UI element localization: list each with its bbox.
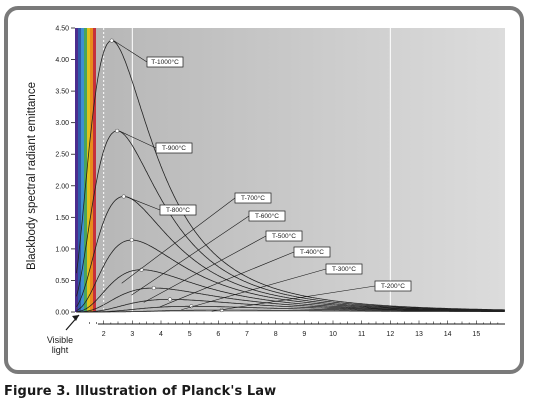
spectrum-band-3 [84, 28, 87, 312]
peak-marker-1 [115, 128, 120, 133]
curve-series-3 [76, 239, 505, 311]
curve-series-8 [76, 309, 505, 313]
reference-lines [103, 28, 391, 312]
curve-series-7 [76, 305, 505, 313]
spectrum-band-0 [75, 28, 78, 312]
leader-line-5 [143, 235, 267, 303]
x-tick-label-8: 10 [329, 331, 337, 338]
y-tick-label-2: 1.00 [55, 246, 69, 253]
peak-marker-6 [167, 297, 172, 302]
series-label-6: T-400°C [300, 248, 324, 256]
series-label-0: T-1000°C [151, 58, 179, 66]
series-label-box-5 [265, 230, 303, 242]
spectrum-band-4 [87, 28, 90, 312]
y-tick-label-9: 4.50 [55, 26, 69, 33]
series-label-2: T-800°C [166, 206, 190, 214]
series-label-box-2 [159, 204, 197, 216]
leader-line-4 [131, 215, 250, 296]
y-tick-label-8: 4.00 [55, 57, 69, 64]
y-tick-label-4: 2.00 [55, 183, 69, 190]
peak-marker-5 [151, 285, 156, 291]
leader-line-3 [121, 197, 236, 284]
x-tick-label-2: 4 [159, 331, 163, 338]
visible-spectrum-band [75, 28, 96, 312]
x-tick-label-3: 5 [188, 331, 192, 338]
leader-line-7 [181, 268, 327, 311]
x-axis: 2 3 4 5 6 7 8 9 10 11 12 13 14 15 [89, 320, 505, 338]
series-label-box-0 [146, 56, 184, 68]
x-tick-label-7: 9 [302, 331, 306, 338]
series-label-box-8 [374, 280, 412, 292]
series-label-7: T-300°C [332, 265, 356, 273]
y-tick-label-6: 3.00 [55, 120, 69, 127]
leader-line-1 [119, 130, 157, 149]
x-tick-label-1: 3 [130, 331, 134, 338]
y-tick-label-3: 1.50 [55, 215, 69, 222]
y-axis-label: Blackbody spectral radiant emittance [26, 82, 38, 270]
y-axis-ticks: 0.00 0.50 1.00 1.50 2.00 2.50 3.00 3.50 4.00 4.50 [55, 26, 75, 317]
figure-caption: Figure 3. Illustration of Planck's Law [4, 384, 277, 399]
x-tick-label-4: 6 [216, 331, 220, 338]
peak-marker-0 [109, 38, 114, 43]
spectrum-band-6 [93, 28, 96, 312]
visible-light-annotation: Visible light [47, 314, 80, 355]
x-tick-label-9: 11 [358, 331, 365, 338]
series-label-box-4 [248, 210, 286, 222]
series-label-8: T-200°C [381, 282, 405, 290]
peak-marker-2 [121, 194, 126, 199]
y-tick-label-1: 0.50 [55, 278, 69, 285]
series-label-5: T-500°C [272, 232, 296, 240]
x-tick-label-13: 15 [472, 331, 480, 338]
series-label-box-1 [155, 142, 193, 154]
leader-line-0 [113, 40, 148, 63]
series-label-box-6 [293, 246, 331, 258]
curve-series-1 [76, 130, 505, 311]
leader-line-2 [125, 196, 161, 211]
x-tick-label-0: 2 [102, 331, 106, 338]
visible-light-line1: Visible [47, 335, 73, 345]
emittance-curves [76, 38, 505, 313]
planck-chart: 0.00 0.50 1.00 1.50 2.00 2.50 3.00 3.50 4.00 4.50… [26, 26, 505, 355]
series-label-3: T-700°C [241, 194, 265, 202]
series-label-1: T-900°C [162, 144, 186, 152]
x-tick-label-5: 7 [245, 331, 249, 338]
series-label-box-7 [325, 263, 363, 275]
visible-light-line2: light [52, 345, 69, 355]
series-label-box-3 [234, 192, 272, 204]
spectrum-band-2 [81, 28, 84, 312]
series-label-4: T-600°C [255, 212, 279, 220]
peak-marker-3 [129, 238, 134, 243]
spectrum-band-5 [90, 28, 93, 312]
x-tick-label-6: 8 [274, 331, 278, 338]
x-tick-label-11: 13 [415, 331, 423, 338]
y-tick-label-0: 0.00 [55, 310, 69, 317]
leader-line-6 [159, 251, 295, 308]
y-tick-label-7: 3.50 [55, 89, 69, 96]
x-tick-label-10: 12 [386, 331, 394, 338]
series-labels: T-1000°C T-900°C T-800°C T-700°C T-600°C T-50… [113, 40, 412, 312]
x-tick-label-12: 14 [444, 331, 452, 338]
arrow-icon [72, 315, 79, 321]
spectrum-band-1 [78, 28, 81, 312]
y-tick-label-5: 2.50 [55, 152, 69, 159]
leader-line-8 [211, 285, 376, 312]
